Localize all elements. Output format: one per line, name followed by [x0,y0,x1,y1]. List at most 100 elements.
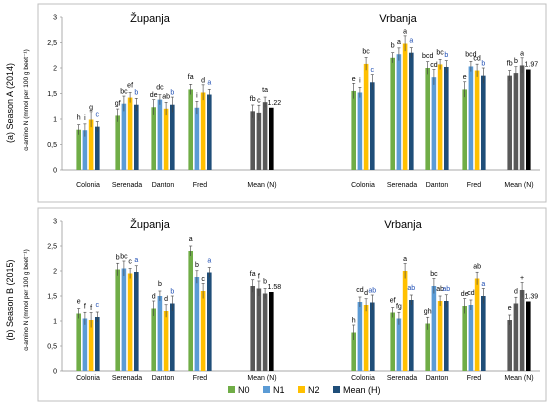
bar-b-0-0 [76,313,81,371]
legend-swatch-n2 [298,386,305,393]
significance-letter-a-3-0: fa [188,74,194,81]
ytick-label-a-4: 2 [53,66,57,73]
significance-letter-a-6-1: a [397,39,401,46]
bar-a-2-3 [170,104,175,170]
panel-a-ylabel: α-amino N (mmol per 100 g beet⁻¹) [23,49,30,150]
bar-b-9-1 [513,303,519,371]
bar-a-2-2 [163,108,169,170]
ytick-label-a-5: 2,5 [47,40,57,47]
significance-letter-a-6-2: a [403,28,407,35]
bar-a-4-2 [262,102,268,170]
significance-letter-a-1-0: gf [115,100,121,107]
bar-b-2-1 [157,296,163,371]
bar-b-4-1 [256,288,262,371]
panel-b: (b) Season B (2015) α-amino N (mmol per … [5,207,547,402]
bar-a-9-3 [526,69,531,170]
bar-b-7-0 [425,323,430,371]
significance-letter-a-2-0: de [150,92,158,99]
ytick-label-b-5: 2,5 [47,244,57,251]
significance-letter-a-0-3: c [96,111,100,118]
significance-letter-b-0-0: e [77,299,81,306]
bar-b-6-0 [390,312,395,371]
significance-letter-b-8-0: de [461,291,469,298]
significance-letter-a-4-0: fb [250,96,256,103]
significance-letter-a-1-1: bc [120,89,128,96]
significance-letter-b-7-3: ab [442,286,450,293]
significance-letter-a-3-2: d [201,77,205,84]
significance-letter-a-3-3: a [207,79,211,86]
bar-a-7-1 [431,77,437,170]
panel-b-label: (b) Season B (2015) [5,259,15,340]
bar-a-8-1 [468,66,474,170]
bar-a-7-3 [444,66,449,170]
legend-label-n0: N0 [238,385,250,395]
significance-letter-b-4-1: f [258,274,260,281]
ytick-label-b-1: 0,5 [47,344,57,351]
bar-b-9-0 [507,320,512,371]
bar-b-6-2 [402,271,408,371]
significance-letter-a-4-1: c [257,98,261,105]
category-label-b-1: Serenada [112,375,142,382]
panel-a-location-2: Vrbanja [379,13,417,25]
significance-letter-b-9-1: d [514,289,518,296]
significance-letter-a-0-2: g [89,104,93,111]
significance-letter-b-6-1: fg [396,304,402,311]
bar-a-9-2 [519,65,525,170]
bar-b-0-2 [88,320,94,371]
significance-letter-b-8-2: ab [473,264,481,271]
bar-a-9-1 [513,73,519,170]
bar-b-8-0 [462,306,467,371]
bar-b-6-1 [396,318,402,371]
category-label-a-6: Serenada [387,182,417,189]
bar-b-5-0 [351,332,356,371]
panel-a: (a) Season A (2014) α-amino N (mmol per … [5,3,547,203]
bar-b-1-2 [127,273,133,371]
significance-letter-a-1-3: b [134,90,138,97]
significance-letter-b-1-2: c [128,259,132,266]
bar-a-0-1 [82,130,88,170]
bar-b-8-2 [474,278,480,371]
bar-a-7-0 [425,68,430,170]
significance-letter-b-1-0: b [116,255,120,262]
significance-letter-b-5-0: h [352,318,356,325]
significance-letter-b-3-1: b [195,262,199,269]
legend-swatch-n0 [228,386,235,393]
bar-a-4-3 [269,107,274,170]
bar-a-6-0 [390,57,395,170]
significance-letter-b-5-1: cd [356,287,364,294]
bar-b-9-2 [519,290,525,371]
bar-a-2-1 [157,99,163,170]
legend-label-n1: N1 [273,385,285,395]
bar-a-5-0 [351,90,356,170]
significance-letter-a-4-2: ta [262,87,268,94]
bar-b-3-2 [200,291,206,371]
significance-letter-a-8-0: e [463,74,467,81]
significance-letter-b-3-2: c [201,276,205,283]
significance-letter-b-6-0: ef [390,298,396,305]
category-label-a-9: Mean (N) [504,182,533,189]
bar-a-3-3 [207,94,212,170]
bar-b-7-3 [444,301,449,371]
bar-a-1-1 [121,103,127,170]
bar-a-3-2 [200,92,206,170]
significance-letter-a-7-2: bc [436,49,444,56]
significance-letter-a-6-0: b [391,43,395,50]
panel-b-plot: 0 0,5 1 1,5 2 2,5 3 Colonia Serenada Danton Fred Me… [47,219,540,382]
bar-b-8-1 [468,305,474,371]
significance-letter-b-7-2: ab [436,286,444,293]
significance-letter-b-8-1: cd [467,290,475,297]
panel-b-ylabel: α-amino N (mmol per 100 g beet⁻¹) [23,249,30,350]
bar-b-0-1 [82,318,88,371]
significance-letter-a-1-2: ef [127,82,133,89]
significance-letter-b-0-2: f [90,305,92,312]
category-label-b-3: Fred [193,375,208,382]
significance-letter-a-5-2: bc [362,49,370,56]
bar-b-6-3 [409,300,414,371]
bar-a-8-3 [481,75,486,170]
significance-letter-b-9-2: + [520,275,524,282]
mean-value-label-b-1: 1.39 [524,294,538,301]
significance-letter-b-4-0: fa [250,271,256,278]
significance-letter-b-4-2: b [263,279,267,286]
bar-b-1-3 [134,272,139,371]
